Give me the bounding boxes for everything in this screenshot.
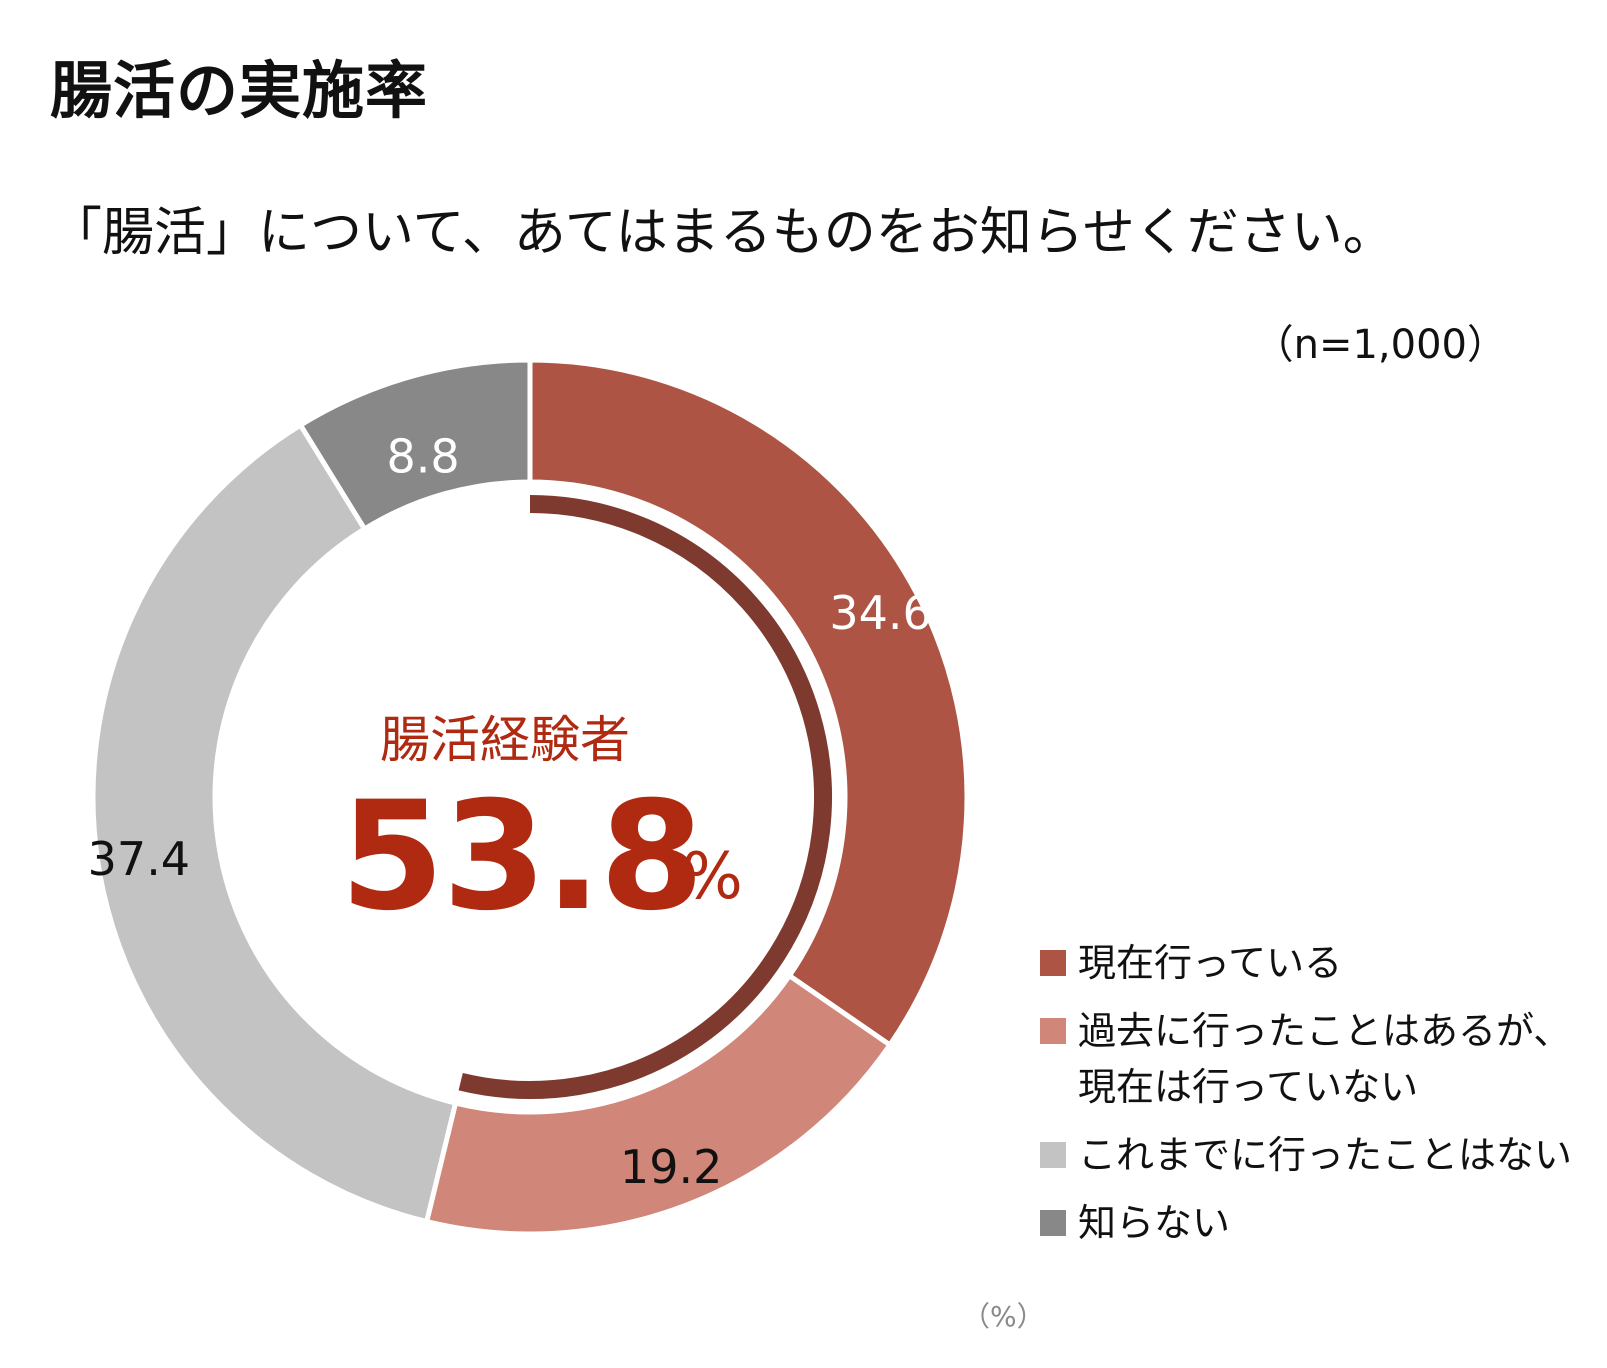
value-label-past: 19.2 bbox=[620, 1140, 722, 1194]
legend-swatch-never bbox=[1040, 1142, 1066, 1168]
center-label: 腸活経験者 bbox=[380, 711, 630, 769]
legend-label-current: 現在行っている bbox=[1078, 941, 1343, 985]
legend-label-never: これまでに行ったことはない bbox=[1078, 1133, 1573, 1177]
value-label-never: 37.4 bbox=[88, 832, 190, 886]
legend-item-past: 過去に行ったことはあるが、 現在は行っていない bbox=[1040, 1003, 1572, 1115]
legend-swatch-past bbox=[1040, 1018, 1066, 1044]
slice-past bbox=[423, 972, 894, 1237]
value-label-current: 34.6 bbox=[829, 586, 931, 640]
center-percent: % bbox=[682, 840, 743, 914]
value-label-unknown: 8.8 bbox=[387, 429, 460, 483]
legend-item-current: 現在行っている bbox=[1040, 935, 1572, 991]
sample-size: （n=1,000） bbox=[1253, 322, 1507, 368]
legend-item-unknown: 知らない bbox=[1040, 1195, 1572, 1251]
slice-never bbox=[90, 421, 459, 1225]
center-value: 53.8 bbox=[340, 770, 704, 944]
unit-note: （%） bbox=[962, 1300, 1045, 1333]
legend-label-unknown: 知らない bbox=[1078, 1201, 1231, 1245]
legend-swatch-unknown bbox=[1040, 1210, 1066, 1236]
experience-arc bbox=[458, 495, 832, 1099]
legend-label-past: 過去に行ったことはあるが、 現在は行っていない bbox=[1078, 1009, 1572, 1109]
survey-question: 「腸活」について、あてはまるものをお知らせください。 bbox=[50, 203, 1395, 263]
legend-item-never: これまでに行ったことはない bbox=[1040, 1127, 1572, 1183]
slice-unknown bbox=[297, 357, 533, 533]
slice-current bbox=[527, 357, 970, 1049]
legend: 現在行っている 過去に行ったことはあるが、 現在は行っていない これまでに行った… bbox=[1040, 935, 1572, 1263]
chart-title: 腸活の実施率 bbox=[50, 54, 429, 127]
legend-swatch-current bbox=[1040, 950, 1066, 976]
